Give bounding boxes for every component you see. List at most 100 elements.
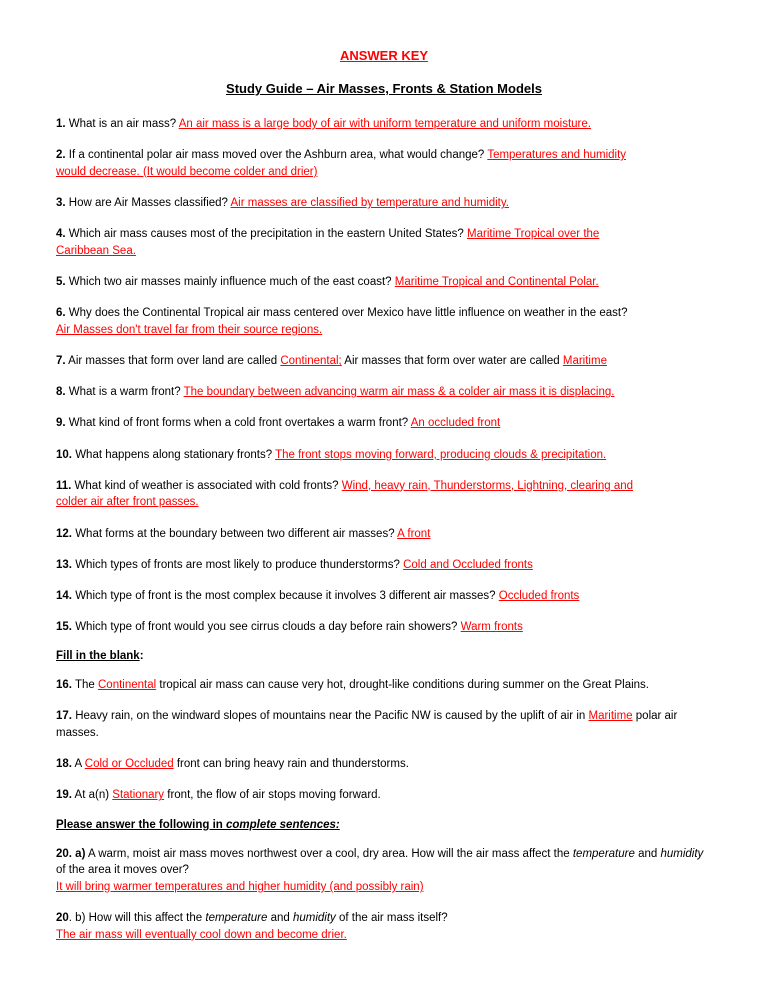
q-text: Which types of fronts are most likely to… (72, 559, 403, 571)
q-text: How are Air Masses classified? (66, 197, 231, 209)
question-10: 10. What happens along stationary fronts… (56, 447, 712, 464)
q-text: What kind of weather is associated with … (71, 480, 341, 492)
q-answer: The air mass will eventually cool down a… (56, 929, 347, 941)
q-answer: Air Masses don't travel far from their s… (56, 324, 322, 336)
q-text: What happens along stationary fronts? (72, 449, 275, 461)
document-page: ANSWER KEY Study Guide – Air Masses, Fro… (0, 0, 768, 994)
q-text: of the area it moves over? (56, 864, 189, 876)
question-15: 15. Which type of front would you see ci… (56, 619, 712, 636)
question-17: 17. Heavy rain, on the windward slopes o… (56, 708, 712, 741)
q-answer: Stationary (112, 789, 164, 801)
question-9: 9. What kind of front forms when a cold … (56, 415, 712, 432)
q-answer: The front stops moving forward, producin… (275, 449, 606, 461)
question-4: 4. Which air mass causes most of the pre… (56, 226, 712, 259)
q-num: 19. (56, 789, 72, 801)
q-answer: Continental; (280, 355, 341, 367)
q-answer: Maritime (563, 355, 607, 367)
q-answer: colder air after front passes. (56, 496, 199, 508)
q-num: 14. (56, 590, 72, 602)
q-num: 16. (56, 679, 72, 691)
q-answer: An occluded front (411, 417, 501, 429)
q-text: The (72, 679, 98, 691)
q-text: Which two air masses mainly influence mu… (66, 276, 395, 288)
q-answer: Occluded fronts (499, 590, 580, 602)
q-answer: An air mass is a large body of air with … (179, 118, 591, 130)
q-answer: Caribbean Sea. (56, 245, 136, 257)
question-14: 14. Which type of front is the most comp… (56, 588, 712, 605)
q-answer: It will bring warmer temperatures and hi… (56, 881, 424, 893)
q-text: A (72, 758, 85, 770)
q-num-part: . b) (69, 912, 86, 924)
q-text: Heavy rain, on the windward slopes of mo… (72, 710, 588, 722)
question-13: 13. Which types of fronts are most likel… (56, 557, 712, 574)
q-answer: Maritime Tropical and Continental Polar. (395, 276, 599, 288)
question-11: 11. What kind of weather is associated w… (56, 478, 712, 511)
question-16: 16. The Continental tropical air mass ca… (56, 677, 712, 694)
question-8: 8. What is a warm front? The boundary be… (56, 384, 712, 401)
question-5: 5. Which two air masses mainly influence… (56, 274, 712, 291)
q-num: 11. (56, 480, 71, 492)
q-num: 15. (56, 621, 72, 633)
q-num: 2. (56, 149, 66, 161)
q-answer: The boundary between advancing warm air … (184, 386, 615, 398)
q-num: 10. (56, 449, 72, 461)
question-12: 12. What forms at the boundary between t… (56, 526, 712, 543)
q-num: 9. (56, 417, 66, 429)
q-num: 17. (56, 710, 72, 722)
q-text: What kind of front forms when a cold fro… (66, 417, 411, 429)
page-title: ANSWER KEY (56, 48, 712, 63)
q-num: 7. (56, 355, 66, 367)
question-2: 2. If a continental polar air mass moved… (56, 147, 712, 180)
q-answer: Maritime Tropical over the (467, 228, 599, 240)
section-label-italic: complete sentences: (226, 819, 340, 831)
q-text: Which type of front would you see cirrus… (72, 621, 461, 633)
question-19: 19. At a(n) Stationary front, the flow o… (56, 787, 712, 804)
q-answer: Wind, heavy rain, Thunderstorms, Lightni… (342, 480, 633, 492)
q-text: Air masses that form over water are call… (342, 355, 563, 367)
question-7: 7. Air masses that form over land are ca… (56, 353, 712, 370)
q-text: and (267, 912, 293, 924)
q-num: 5. (56, 276, 66, 288)
q-text: What is an air mass? (66, 118, 179, 130)
q-text: Which type of front is the most complex … (72, 590, 499, 602)
q-answer: Maritime (588, 710, 632, 722)
page-subtitle: Study Guide – Air Masses, Fronts & Stati… (56, 81, 712, 96)
q-answer: A front (397, 528, 430, 540)
q-num: 1. (56, 118, 66, 130)
question-6: 6. Why does the Continental Tropical air… (56, 305, 712, 338)
section-colon: : (140, 650, 144, 662)
q-num: 6. (56, 307, 66, 319)
q-text: Why does the Continental Tropical air ma… (66, 307, 628, 319)
q-text: Air masses that form over land are calle… (66, 355, 281, 367)
q-num: 20. a) (56, 848, 85, 860)
q-text: How will this affect the (85, 912, 205, 924)
question-18: 18. A Cold or Occluded front can bring h… (56, 756, 712, 773)
q-num: 4. (56, 228, 66, 240)
q-answer: Temperatures and humidity (487, 149, 626, 161)
q-text: A warm, moist air mass moves northwest o… (85, 848, 572, 860)
q-num: 18. (56, 758, 72, 770)
q-text: front, the flow of air stops moving forw… (164, 789, 381, 801)
q-text: of the air mass itself? (336, 912, 448, 924)
q-num: 12. (56, 528, 72, 540)
q-text: What forms at the boundary between two d… (72, 528, 397, 540)
q-text-italic: humidity (293, 912, 336, 924)
q-answer: Cold or Occluded (85, 758, 174, 770)
q-text: front can bring heavy rain and thunderst… (174, 758, 409, 770)
question-3: 3. How are Air Masses classified? Air ma… (56, 195, 712, 212)
question-20b: 20. b) How will this affect the temperat… (56, 910, 712, 943)
q-text-italic: temperature (573, 848, 635, 860)
section-label: Fill in the blank (56, 650, 140, 662)
q-answer: Cold and Occluded fronts (403, 559, 533, 571)
q-answer: Continental (98, 679, 156, 691)
section-label: Please answer the following in (56, 819, 226, 831)
q-num: 3. (56, 197, 66, 209)
q-text: tropical air mass can cause very hot, dr… (156, 679, 649, 691)
q-text-italic: temperature (205, 912, 267, 924)
question-1: 1. What is an air mass? An air mass is a… (56, 116, 712, 133)
q-num: 20 (56, 912, 69, 924)
section-fill-blank: Fill in the blank: (56, 650, 712, 662)
q-text-italic: humidity (660, 848, 703, 860)
q-num: 13. (56, 559, 72, 571)
q-text: Which air mass causes most of the precip… (66, 228, 467, 240)
